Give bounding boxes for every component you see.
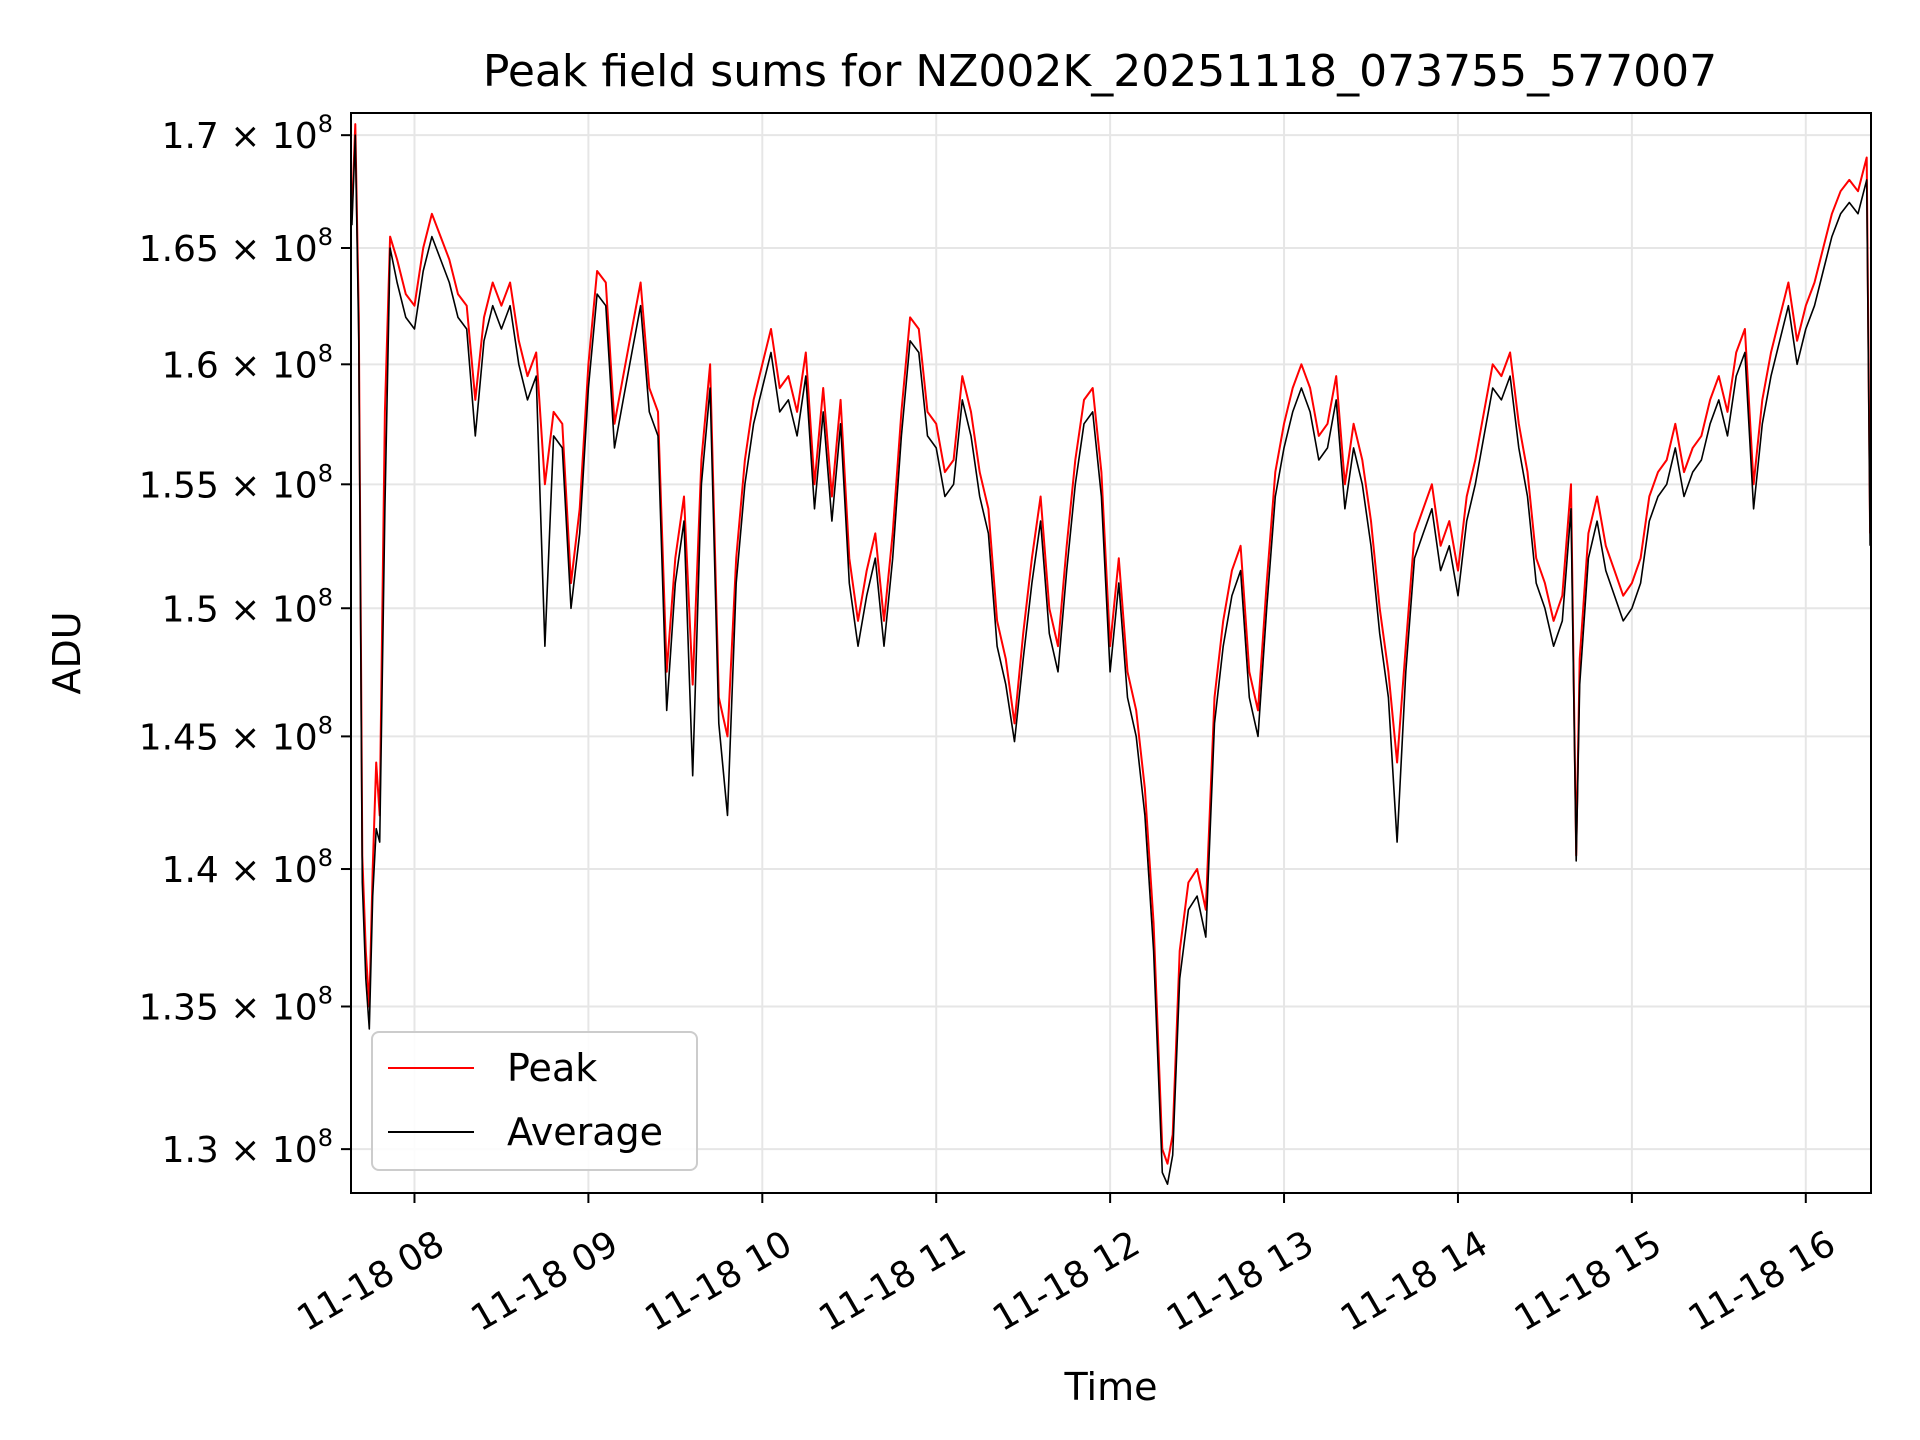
y-tick-label: 1.45 × 108 xyxy=(139,711,333,758)
y-tick-label: 1.35 × 108 xyxy=(139,981,333,1028)
peak-series-line xyxy=(351,123,1871,1165)
x-axis-label: Time xyxy=(1064,1365,1158,1409)
y-tick-label: 1.4 × 108 xyxy=(162,844,333,891)
series-layer xyxy=(351,123,1871,1185)
legend: Peak Average xyxy=(371,1031,698,1171)
y-tick-label: 1.5 × 108 xyxy=(162,583,333,630)
grid xyxy=(351,113,1871,1193)
chart-title: Peak field sums for NZ002K_20251118_0737… xyxy=(483,46,1717,97)
y-axis-label: ADU xyxy=(45,611,89,694)
average-series-line xyxy=(351,134,1871,1185)
y-tick-label: 1.3 × 108 xyxy=(162,1124,333,1171)
y-tick-label: 1.6 × 108 xyxy=(162,339,333,386)
y-tick-label: 1.7 × 108 xyxy=(162,110,333,157)
legend-label-average: Average xyxy=(507,1110,663,1154)
legend-label-peak: Peak xyxy=(507,1046,597,1090)
y-axis: 1.3 × 108 1.35 × 108 1.4 × 108 1.45 × 108 1.… xyxy=(139,110,351,1171)
y-tick-label: 1.65 × 108 xyxy=(139,223,333,270)
y-tick-label: 1.55 × 108 xyxy=(139,459,333,506)
legend-box xyxy=(371,1031,698,1171)
